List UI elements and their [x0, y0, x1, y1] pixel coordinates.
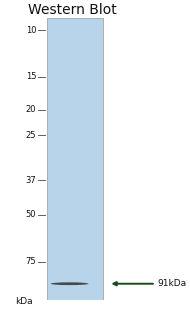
Bar	[47, 18, 103, 300]
Text: 37: 37	[25, 176, 36, 185]
Text: 15: 15	[26, 72, 36, 81]
Text: 91kDa: 91kDa	[157, 279, 186, 288]
Text: 75: 75	[25, 257, 36, 266]
Text: 25: 25	[26, 131, 36, 140]
Text: 20: 20	[26, 105, 36, 114]
Title: Western Blot: Western Blot	[28, 3, 117, 17]
Text: 10: 10	[26, 26, 36, 35]
Text: 50: 50	[26, 210, 36, 219]
Text: kDa: kDa	[15, 297, 32, 306]
Ellipse shape	[51, 282, 89, 285]
